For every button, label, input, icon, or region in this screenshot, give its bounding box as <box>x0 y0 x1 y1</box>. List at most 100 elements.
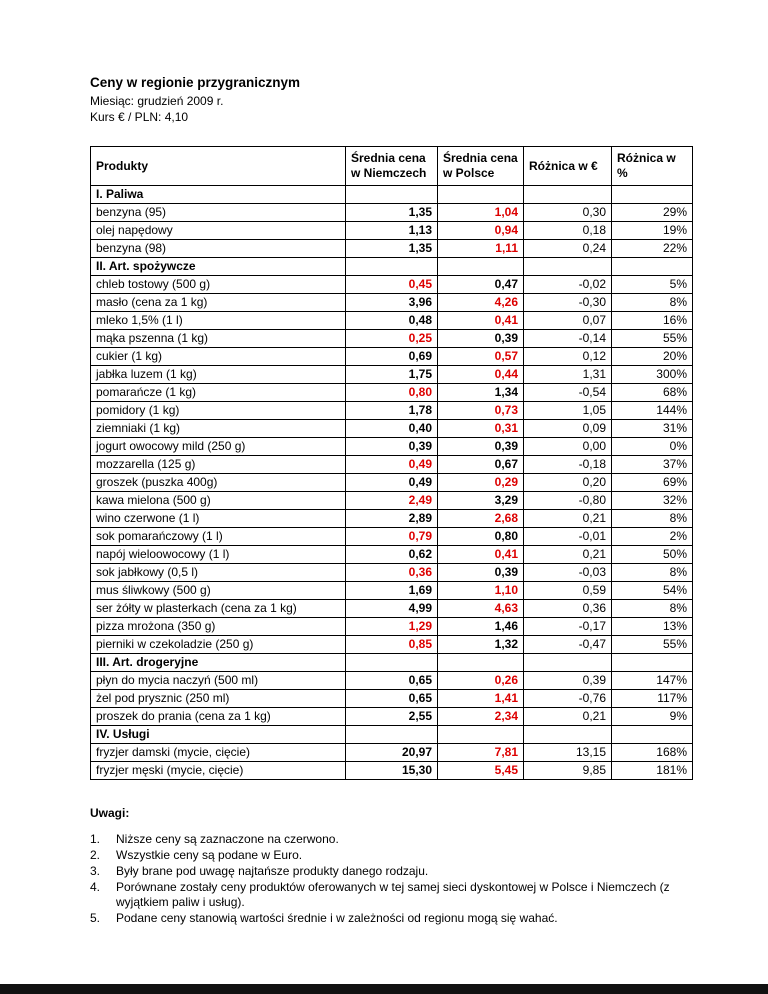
difference-percent: 50% <box>611 545 693 564</box>
empty-cell <box>611 257 693 276</box>
table-row: benzyna (98) 1,35 1,11 0,24 22% <box>90 239 693 258</box>
difference-percent: 300% <box>611 365 693 384</box>
difference-percent: 168% <box>611 743 693 762</box>
difference-percent: 55% <box>611 329 693 348</box>
difference-percent: 181% <box>611 761 693 780</box>
page-title: Ceny w regionie przygranicznym <box>90 75 301 90</box>
price-germany: 0,79 <box>345 527 438 546</box>
difference-euro: 0,21 <box>523 545 612 564</box>
price-poland: 0,44 <box>437 365 524 384</box>
column-header-avg-price-germany: Średnia cena w Niemczech <box>345 146 438 186</box>
table-row: ser żółty w plasterkach (cena za 1 kg) 4,… <box>90 599 693 618</box>
difference-percent: 144% <box>611 401 693 420</box>
price-germany: 1,35 <box>345 239 438 258</box>
empty-cell <box>523 257 612 276</box>
product-name: płyn do mycia naczyń (500 ml) <box>90 671 346 690</box>
table-row: masło (cena za 1 kg) 3,96 4,26 -0,30 8% <box>90 293 693 312</box>
product-name: mleko 1,5% (1 l) <box>90 311 346 330</box>
product-name: groszek (puszka 400g) <box>90 473 346 492</box>
price-poland: 3,29 <box>437 491 524 510</box>
price-poland: 0,29 <box>437 473 524 492</box>
price-poland: 1,46 <box>437 617 524 636</box>
difference-percent: 68% <box>611 383 693 402</box>
price-poland: 0,39 <box>437 437 524 456</box>
difference-euro: -0,18 <box>523 455 612 474</box>
difference-euro: -0,02 <box>523 275 612 294</box>
section-label: II. Art. spożywcze <box>90 257 346 276</box>
price-poland: 0,26 <box>437 671 524 690</box>
price-germany: 0,49 <box>345 455 438 474</box>
price-poland: 7,81 <box>437 743 524 762</box>
difference-percent: 0% <box>611 437 693 456</box>
price-poland: 0,31 <box>437 419 524 438</box>
difference-percent: 5% <box>611 275 693 294</box>
product-name: fryzjer damski (mycie, cięcie) <box>90 743 346 762</box>
price-poland: 0,80 <box>437 527 524 546</box>
note-item: 4. Porównane zostały ceny produktów ofero… <box>90 880 700 910</box>
price-poland: 0,94 <box>437 221 524 240</box>
price-germany: 15,30 <box>345 761 438 780</box>
table-row: olej napędowy 1,13 0,94 0,18 19% <box>90 221 693 240</box>
price-germany: 0,40 <box>345 419 438 438</box>
note-item: 3. Były brane pod uwagę najtańsze produkt… <box>90 864 700 879</box>
difference-percent: 54% <box>611 581 693 600</box>
difference-euro: 9,85 <box>523 761 612 780</box>
table-row: fryzjer damski (mycie, cięcie) 20,97 7,81 1… <box>90 743 693 762</box>
product-name: pierniki w czekoladzie (250 g) <box>90 635 346 654</box>
price-germany: 1,75 <box>345 365 438 384</box>
product-name: pizza mrożona (350 g) <box>90 617 346 636</box>
difference-euro: 0,30 <box>523 203 612 222</box>
product-name: wino czerwone (1 l) <box>90 509 346 528</box>
table-row: pizza mrożona (350 g) 1,29 1,46 -0,17 13% <box>90 617 693 636</box>
table-row: cukier (1 kg) 0,69 0,57 0,12 20% <box>90 347 693 366</box>
note-number: 1. <box>90 832 101 846</box>
note-item: 1. Niższe ceny są zaznaczone na czerwono. <box>90 832 700 847</box>
table-row: benzyna (95) 1,35 1,04 0,30 29% <box>90 203 693 222</box>
difference-euro: -0,17 <box>523 617 612 636</box>
product-name: fryzjer męski (mycie, cięcie) <box>90 761 346 780</box>
price-germany: 0,85 <box>345 635 438 654</box>
note-text: Podane ceny stanowią wartości średnie i … <box>116 911 558 925</box>
note-text: Niższe ceny są zaznaczone na czerwono. <box>116 832 339 846</box>
price-poland: 2,34 <box>437 707 524 726</box>
table-row: jabłka luzem (1 kg) 1,75 0,44 1,31 300% <box>90 365 693 384</box>
difference-percent: 8% <box>611 563 693 582</box>
product-name: ziemniaki (1 kg) <box>90 419 346 438</box>
difference-percent: 16% <box>611 311 693 330</box>
price-poland: 0,39 <box>437 329 524 348</box>
price-germany: 0,80 <box>345 383 438 402</box>
product-name: pomidory (1 kg) <box>90 401 346 420</box>
difference-euro: 0,09 <box>523 419 612 438</box>
empty-cell <box>523 653 612 672</box>
note-number: 2. <box>90 848 101 862</box>
empty-cell <box>437 185 524 204</box>
product-name: sok pomarańczowy (1 l) <box>90 527 346 546</box>
empty-cell <box>437 257 524 276</box>
difference-percent: 9% <box>611 707 693 726</box>
table-row: groszek (puszka 400g) 0,49 0,29 0,20 69% <box>90 473 693 492</box>
table-row: wino czerwone (1 l) 2,89 2,68 0,21 8% <box>90 509 693 528</box>
table-row: żel pod prysznic (250 ml) 0,65 1,41 -0,76 11… <box>90 689 693 708</box>
price-germany: 4,99 <box>345 599 438 618</box>
subtitle-exchange-rate: Kurs € / PLN: 4,10 <box>90 110 189 124</box>
product-name: benzyna (98) <box>90 239 346 258</box>
empty-cell <box>345 653 438 672</box>
section-row: I. Paliwa <box>90 185 693 204</box>
price-poland: 1,10 <box>437 581 524 600</box>
column-header-diff-euro: Różnica w € <box>523 146 612 186</box>
price-poland: 0,41 <box>437 311 524 330</box>
note-number: 3. <box>90 864 101 878</box>
column-header-products: Produkty <box>90 146 346 186</box>
product-name: mąka pszenna (1 kg) <box>90 329 346 348</box>
product-name: olej napędowy <box>90 221 346 240</box>
price-germany: 0,36 <box>345 563 438 582</box>
price-germany: 0,65 <box>345 671 438 690</box>
product-name: jogurt owocowy mild (250 g) <box>90 437 346 456</box>
difference-euro: 1,05 <box>523 401 612 420</box>
product-name: napój wieloowocowy (1 l) <box>90 545 346 564</box>
difference-euro: 0,18 <box>523 221 612 240</box>
table-row: kawa mielona (500 g) 2,49 3,29 -0,80 32% <box>90 491 693 510</box>
product-name: pomarańcze (1 kg) <box>90 383 346 402</box>
table-row: napój wieloowocowy (1 l) 0,62 0,41 0,21 50% <box>90 545 693 564</box>
note-item: 2. Wszystkie ceny są podane w Euro. <box>90 848 700 863</box>
